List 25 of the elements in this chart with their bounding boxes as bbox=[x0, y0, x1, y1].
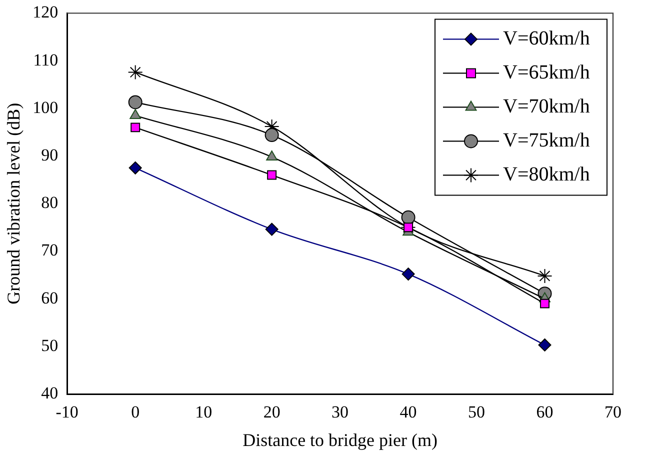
x-axis-title: Distance to bridge pier (m) bbox=[242, 430, 438, 450]
y-tick-label: 70 bbox=[41, 240, 58, 260]
x-tick-label: -10 bbox=[56, 402, 78, 422]
x-tick-label: 60 bbox=[536, 402, 554, 422]
y-tick-label: 110 bbox=[33, 50, 58, 70]
legend-label: V=70km/h bbox=[503, 95, 590, 118]
x-tick-label: 30 bbox=[332, 402, 349, 422]
x-tick-label: 10 bbox=[195, 402, 212, 422]
x-tick-label: 70 bbox=[604, 402, 622, 422]
y-tick-label: 50 bbox=[41, 336, 58, 355]
y-tick-label: 60 bbox=[41, 288, 58, 308]
x-tick-label: 20 bbox=[263, 402, 280, 422]
y-axis-title: Ground vibration level (dB) bbox=[4, 102, 24, 304]
y-tick-label: 90 bbox=[41, 145, 58, 164]
y-tick-label: 40 bbox=[41, 383, 58, 402]
legend-label: V=65km/h bbox=[503, 61, 590, 84]
y-tick-label: 100 bbox=[32, 98, 58, 117]
legend-label: V=60km/h bbox=[503, 27, 590, 50]
x-tick-label: 40 bbox=[400, 402, 417, 422]
x-tick-label: 0 bbox=[131, 402, 140, 422]
legend-label: V=75km/h bbox=[503, 129, 590, 152]
y-tick-label: 80 bbox=[41, 193, 58, 212]
x-tick-label: 50 bbox=[468, 402, 486, 422]
legend-label: V=80km/h bbox=[503, 163, 590, 186]
y-tick-label: 120 bbox=[32, 2, 58, 22]
